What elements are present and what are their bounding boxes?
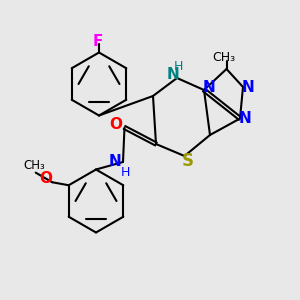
Text: H: H [121,166,130,179]
Text: N: N [167,67,180,82]
Text: O: O [110,117,123,132]
Text: N: N [242,80,255,94]
Text: N: N [108,154,121,169]
Text: N: N [202,80,215,94]
Text: N: N [239,111,252,126]
Text: H: H [174,60,183,73]
Text: CH₃: CH₃ [212,51,235,64]
Text: S: S [182,152,194,169]
Text: O: O [39,171,52,186]
Text: F: F [92,34,103,50]
Text: CH₃: CH₃ [23,159,45,172]
